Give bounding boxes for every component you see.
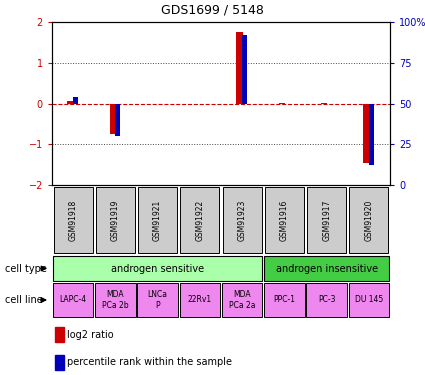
Text: cell line: cell line xyxy=(5,295,43,305)
Bar xyxy=(279,103,285,104)
Text: GSM91919: GSM91919 xyxy=(111,200,120,241)
Text: LNCa
P: LNCa P xyxy=(147,290,167,310)
FancyBboxPatch shape xyxy=(96,187,135,253)
FancyBboxPatch shape xyxy=(137,284,178,316)
FancyBboxPatch shape xyxy=(222,284,262,316)
Text: androgen sensitive: androgen sensitive xyxy=(111,264,204,273)
Bar xyxy=(68,102,74,104)
Bar xyxy=(110,104,116,134)
Text: GSM91917: GSM91917 xyxy=(322,200,331,241)
FancyBboxPatch shape xyxy=(54,187,93,253)
Text: cell type: cell type xyxy=(5,264,47,273)
Bar xyxy=(115,104,120,136)
FancyBboxPatch shape xyxy=(181,187,219,253)
Text: GSM91921: GSM91921 xyxy=(153,200,162,241)
FancyBboxPatch shape xyxy=(306,284,347,316)
Bar xyxy=(55,327,64,342)
Text: DU 145: DU 145 xyxy=(355,296,383,304)
Text: LAPC-4: LAPC-4 xyxy=(60,296,87,304)
Bar xyxy=(236,32,243,104)
Bar xyxy=(321,103,327,104)
Text: PPC-1: PPC-1 xyxy=(273,296,295,304)
Bar xyxy=(242,35,247,104)
Text: MDA
PCa 2a: MDA PCa 2a xyxy=(229,290,255,310)
Text: 22Rv1: 22Rv1 xyxy=(188,296,212,304)
Text: GDS1699 / 5148: GDS1699 / 5148 xyxy=(161,3,264,16)
FancyBboxPatch shape xyxy=(348,284,389,316)
Text: GSM91922: GSM91922 xyxy=(196,200,204,241)
Text: GSM91918: GSM91918 xyxy=(68,200,78,241)
Bar xyxy=(363,104,369,163)
Text: PC-3: PC-3 xyxy=(318,296,335,304)
Bar xyxy=(55,355,64,370)
FancyBboxPatch shape xyxy=(53,256,262,281)
FancyBboxPatch shape xyxy=(180,284,220,316)
Text: GSM91916: GSM91916 xyxy=(280,200,289,241)
FancyBboxPatch shape xyxy=(265,187,304,253)
Text: percentile rank within the sample: percentile rank within the sample xyxy=(67,357,232,367)
Text: GSM91920: GSM91920 xyxy=(364,200,374,241)
FancyBboxPatch shape xyxy=(95,284,136,316)
FancyBboxPatch shape xyxy=(264,256,389,281)
Bar xyxy=(369,104,374,165)
Text: MDA
PCa 2b: MDA PCa 2b xyxy=(102,290,129,310)
FancyBboxPatch shape xyxy=(223,187,261,253)
Text: log2 ratio: log2 ratio xyxy=(67,330,114,340)
Text: GSM91923: GSM91923 xyxy=(238,200,246,241)
FancyBboxPatch shape xyxy=(138,187,177,253)
FancyBboxPatch shape xyxy=(307,187,346,253)
Text: androgen insensitive: androgen insensitive xyxy=(275,264,378,273)
Bar xyxy=(73,97,78,104)
FancyBboxPatch shape xyxy=(53,284,94,316)
FancyBboxPatch shape xyxy=(264,284,305,316)
FancyBboxPatch shape xyxy=(349,187,388,253)
